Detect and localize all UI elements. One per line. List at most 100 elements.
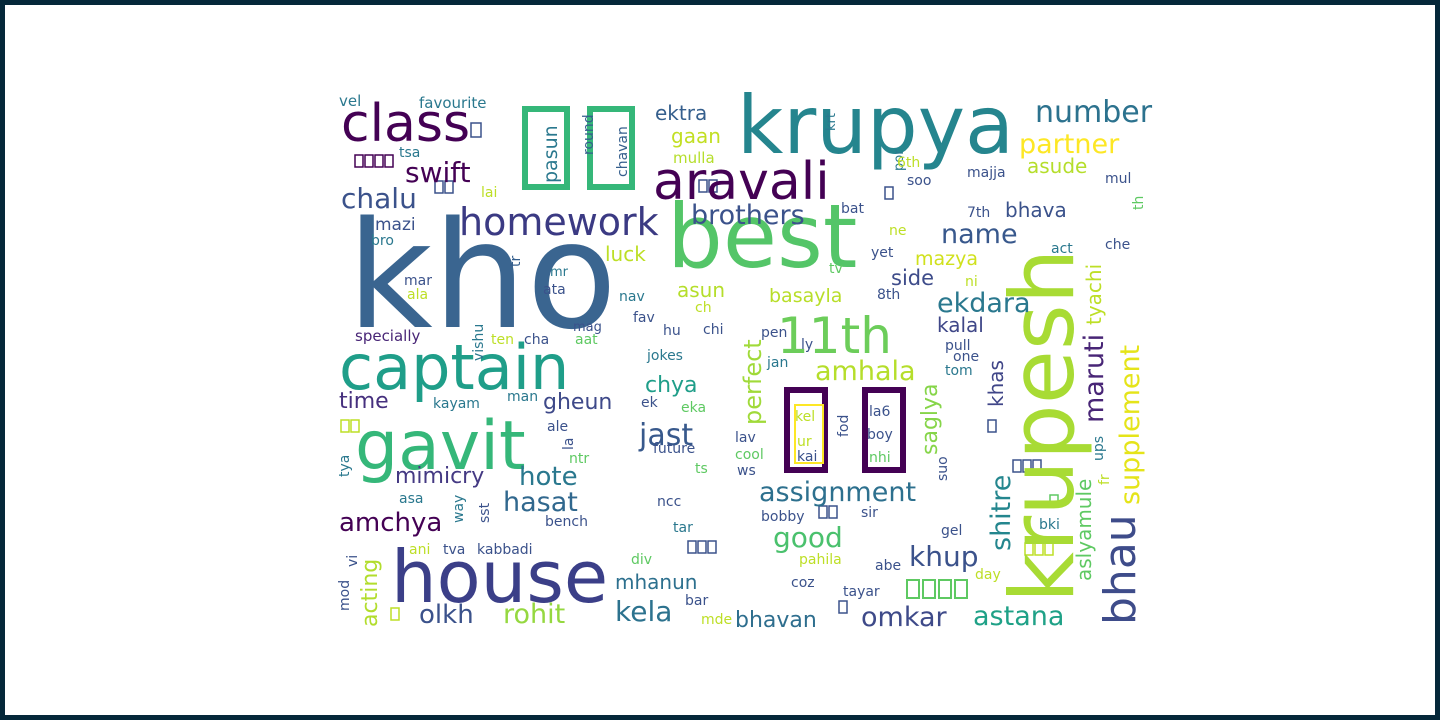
word: tyachi <box>1082 264 1106 325</box>
word: mimicry <box>395 464 484 489</box>
word: soo <box>907 173 931 189</box>
word: 6th <box>897 155 920 171</box>
word: mul <box>1105 171 1131 187</box>
word: hasat <box>503 487 578 518</box>
word: ne <box>889 223 907 239</box>
word: 11th <box>777 307 892 365</box>
word: aravali <box>653 152 830 212</box>
word: class <box>341 94 470 154</box>
word: tya <box>337 455 353 477</box>
word: th <box>1131 196 1147 210</box>
word: kho <box>347 190 617 362</box>
word: vishu <box>471 324 487 361</box>
word: astana <box>973 601 1064 632</box>
word: aat <box>575 332 598 348</box>
word: eka <box>681 400 706 416</box>
word: che <box>1105 237 1130 253</box>
word: hote <box>519 462 578 492</box>
word: olkh <box>419 600 474 630</box>
word: sst <box>477 502 493 523</box>
word: perfect <box>739 339 767 425</box>
word: tva <box>443 542 465 558</box>
word: ncc <box>657 494 681 510</box>
word: por <box>892 149 907 171</box>
word: specially <box>355 327 421 345</box>
word: good <box>773 521 843 554</box>
word: bki <box>1039 517 1060 533</box>
word: nav <box>619 289 645 305</box>
word: maruti <box>1079 334 1110 423</box>
word: khup <box>909 540 978 573</box>
wordcloud-canvas: kho krupesh best krupya captain house ga… <box>337 79 1153 633</box>
word: pasun <box>540 125 562 183</box>
word: partner <box>1019 129 1120 160</box>
word: mde <box>701 612 732 628</box>
word: gel <box>941 523 962 539</box>
word: tsa <box>399 145 420 161</box>
word: mar <box>404 273 432 289</box>
word: kabbadi <box>477 542 533 558</box>
word: 7th <box>967 205 990 221</box>
word: homework <box>459 200 659 244</box>
word: lai <box>481 185 497 201</box>
word: pahila <box>799 552 842 568</box>
word: bar <box>685 593 708 609</box>
word: acting <box>358 559 383 627</box>
word: mulla <box>673 149 715 167</box>
word: chavan <box>615 126 631 177</box>
word: gavit <box>355 407 526 486</box>
word: amhala <box>815 356 916 387</box>
word: asa <box>399 491 423 507</box>
word: shitre <box>986 475 1017 551</box>
word: side <box>891 266 934 290</box>
word: tayar <box>843 584 880 600</box>
word: suo <box>935 456 951 481</box>
word: round <box>581 114 597 155</box>
word: ws <box>737 463 756 479</box>
word: number <box>1035 95 1153 130</box>
word: jan <box>766 355 788 371</box>
word: kai <box>797 449 817 465</box>
word: lav <box>735 430 756 446</box>
word: tom <box>945 363 973 379</box>
word: majja <box>967 165 1006 181</box>
word: sir <box>861 505 878 521</box>
word: amchya <box>339 508 442 538</box>
word: favourite <box>419 94 486 112</box>
word: 8th <box>877 287 900 303</box>
word: ale <box>547 419 568 435</box>
word: cool <box>735 447 764 463</box>
word: name <box>941 219 1018 250</box>
word: bhava <box>1005 198 1067 222</box>
word: khas <box>984 360 1008 407</box>
word: ekdara <box>937 288 1031 319</box>
word: krt <box>824 113 839 131</box>
word: bhavan <box>735 608 817 633</box>
word: mhanun <box>615 570 697 594</box>
word: future <box>653 441 695 457</box>
word: ups <box>1091 436 1107 461</box>
word: brothers <box>691 200 805 231</box>
word: asun <box>677 278 725 302</box>
word: tv <box>829 261 843 277</box>
word: tr <box>508 256 524 267</box>
word: kel <box>795 409 815 425</box>
word: omkar <box>861 602 948 633</box>
glyph-boxes <box>340 106 1059 621</box>
word: one <box>953 349 979 365</box>
word: cha <box>524 332 549 348</box>
word: ten <box>491 332 514 348</box>
word: aslyamule <box>1072 479 1096 581</box>
word: la6 <box>869 404 890 420</box>
word: pen <box>761 325 787 341</box>
word: jokes <box>646 348 683 364</box>
word: fav <box>633 310 655 326</box>
word: kayam <box>433 396 480 412</box>
word: gaan <box>671 124 721 148</box>
word: ni <box>965 274 978 290</box>
word: mazi <box>375 215 416 235</box>
word: ur <box>797 434 812 450</box>
word: ly <box>801 337 813 353</box>
word: abe <box>875 558 901 574</box>
word: asude <box>1027 154 1087 178</box>
